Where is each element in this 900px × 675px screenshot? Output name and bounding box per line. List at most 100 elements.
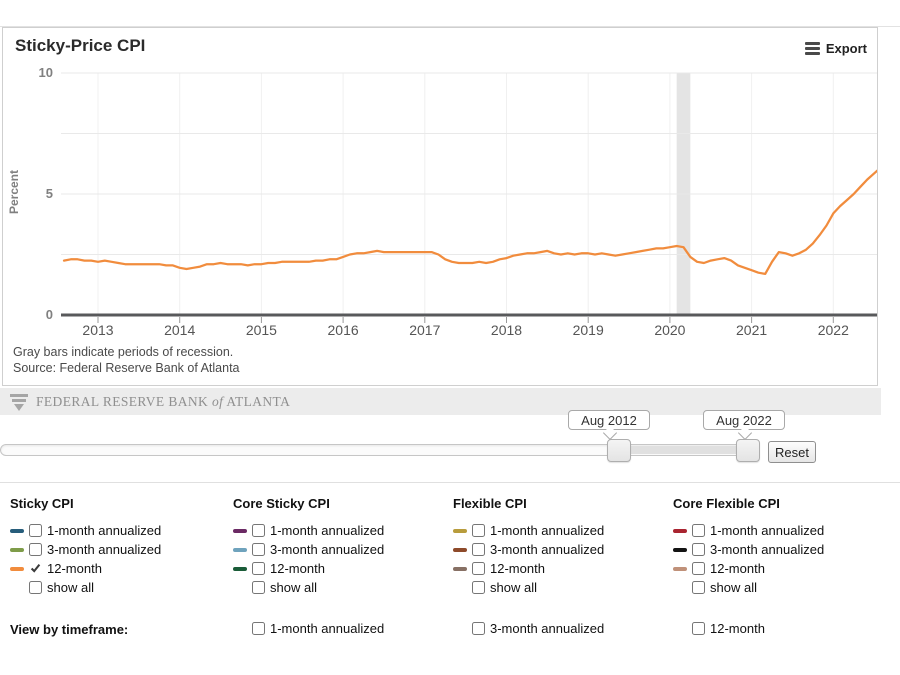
series-checkbox[interactable] xyxy=(252,562,265,575)
legend-item: 12-month xyxy=(233,559,448,578)
series-swatch xyxy=(10,528,24,533)
series-checkbox[interactable] xyxy=(252,581,265,594)
x-tick-label: 2020 xyxy=(654,322,685,338)
view-by-label: 12-month xyxy=(710,621,765,636)
series-checkbox[interactable] xyxy=(29,562,42,575)
series-checkbox[interactable] xyxy=(29,543,42,556)
slider-track[interactable] xyxy=(0,444,757,456)
legend-item: show all xyxy=(10,578,225,597)
legend-column: Sticky CPI 1-month annualized 3-month annu… xyxy=(10,496,225,597)
source-note: Source: Federal Reserve Bank of Atlanta xyxy=(13,361,240,375)
series-swatch xyxy=(673,566,687,571)
series-label: 12-month xyxy=(710,561,765,576)
series-label: show all xyxy=(47,580,94,595)
x-tick-label: 2016 xyxy=(328,322,359,338)
series-label: 1-month annualized xyxy=(270,523,385,538)
series-swatch xyxy=(10,547,24,552)
series-label: 3-month annualized xyxy=(47,542,162,557)
series-label: show all xyxy=(710,580,757,595)
series-label: 12-month xyxy=(490,561,545,576)
series-swatch xyxy=(673,528,687,533)
series-label: 1-month annualized xyxy=(47,523,162,538)
legend-column-title: Flexible CPI xyxy=(453,496,527,511)
x-tick-label: 2015 xyxy=(246,322,277,338)
recession-note: Gray bars indicate periods of recession. xyxy=(13,345,234,359)
legend-item: 12-month xyxy=(453,559,668,578)
view-by-option: 1-month annualized xyxy=(252,621,384,636)
legend-item: 1-month annualized xyxy=(673,521,888,540)
export-button[interactable]: Export xyxy=(804,41,867,56)
view-by-label: 3-month annualized xyxy=(490,621,605,636)
series-checkbox[interactable] xyxy=(692,562,705,575)
legend-item: 3-month annualized xyxy=(453,540,668,559)
sticky-cpi-12-month-line xyxy=(62,169,877,276)
x-tick-label: 2018 xyxy=(491,322,522,338)
series-checkbox[interactable] xyxy=(252,543,265,556)
series-checkbox[interactable] xyxy=(692,543,705,556)
legend-item: 3-month annualized xyxy=(673,540,888,559)
legend-item: 12-month xyxy=(673,559,888,578)
export-label: Export xyxy=(825,41,867,56)
hamburger-menu-icon xyxy=(804,42,820,55)
series-checkbox[interactable] xyxy=(252,524,265,537)
view-by-checkbox[interactable] xyxy=(692,622,705,635)
series-label: 1-month annualized xyxy=(490,523,605,538)
legend-item: 1-month annualized xyxy=(10,521,225,540)
series-swatch xyxy=(10,566,24,571)
line-chart: 2013 2014 2015 2016 2017 2018 2019 2020 2021 2022… xyxy=(7,65,877,338)
series-checkbox[interactable] xyxy=(692,524,705,537)
series-checkbox[interactable] xyxy=(29,524,42,537)
series-label: 12-month xyxy=(270,561,325,576)
y-tick-label: 0 xyxy=(46,307,53,322)
view-by-checkbox[interactable] xyxy=(252,622,265,635)
atlanta-fed-logo-icon xyxy=(10,393,28,411)
y-tick-label: 10 xyxy=(39,65,53,80)
legend-column: Flexible CPI 1-month annualized 3-month an… xyxy=(453,496,668,597)
legend-item: show all xyxy=(453,578,668,597)
top-divider xyxy=(0,26,900,27)
y-tick-label: 5 xyxy=(46,186,53,201)
legend-item: 3-month annualized xyxy=(10,540,225,559)
view-by-checkbox[interactable] xyxy=(472,622,485,635)
series-swatch xyxy=(453,566,467,571)
slider-selected-range xyxy=(617,446,747,454)
x-tick-label: 2013 xyxy=(82,322,113,338)
reset-button[interactable]: Reset xyxy=(768,441,816,463)
series-label: 1-month annualized xyxy=(710,523,825,538)
chart-card: 2013 2014 2015 2016 2017 2018 2019 2020 2021 2022… xyxy=(2,27,878,386)
series-swatch xyxy=(673,547,687,552)
legend-item: show all xyxy=(673,578,888,597)
series-checkbox[interactable] xyxy=(472,562,485,575)
series-checkbox[interactable] xyxy=(692,581,705,594)
view-by-option: 12-month xyxy=(692,621,765,636)
x-tick-label: 2014 xyxy=(164,322,195,338)
series-checkbox[interactable] xyxy=(29,581,42,594)
slider-handle-start[interactable] xyxy=(607,439,631,462)
slider-handle-end[interactable] xyxy=(736,439,760,462)
series-swatch xyxy=(233,586,247,590)
chart-title: Sticky-Price CPI xyxy=(15,36,146,55)
slider-end-tooltip: Aug 2022 xyxy=(703,410,785,430)
legend-column-title: Core Sticky CPI xyxy=(233,496,330,511)
series-label: 3-month annualized xyxy=(710,542,825,557)
series-checkbox[interactable] xyxy=(472,581,485,594)
series-swatch xyxy=(453,528,467,533)
series-checkbox[interactable] xyxy=(472,524,485,537)
series-checkbox[interactable] xyxy=(472,543,485,556)
series-label: 3-month annualized xyxy=(270,542,385,557)
series-swatch xyxy=(10,586,24,590)
legend-column-title: Core Flexible CPI xyxy=(673,496,780,511)
legend-item: show all xyxy=(233,578,448,597)
legend-item: 1-month annualized xyxy=(453,521,668,540)
logo-text: FEDERAL RESERVE BANK of ATLANTA xyxy=(36,393,291,409)
series-swatch xyxy=(453,547,467,552)
legend-divider xyxy=(0,482,900,483)
x-tick-label: 2022 xyxy=(818,322,849,338)
legend-column: Core Flexible CPI 1-month annualized 3-mon… xyxy=(673,496,888,597)
x-tick-label: 2019 xyxy=(573,322,604,338)
legend-item: 1-month annualized xyxy=(233,521,448,540)
series-label: 12-month xyxy=(47,561,102,576)
legend-column-title: Sticky CPI xyxy=(10,496,74,511)
legend-column: Core Sticky CPI 1-month annualized 3-month… xyxy=(233,496,448,597)
series-swatch xyxy=(673,586,687,590)
